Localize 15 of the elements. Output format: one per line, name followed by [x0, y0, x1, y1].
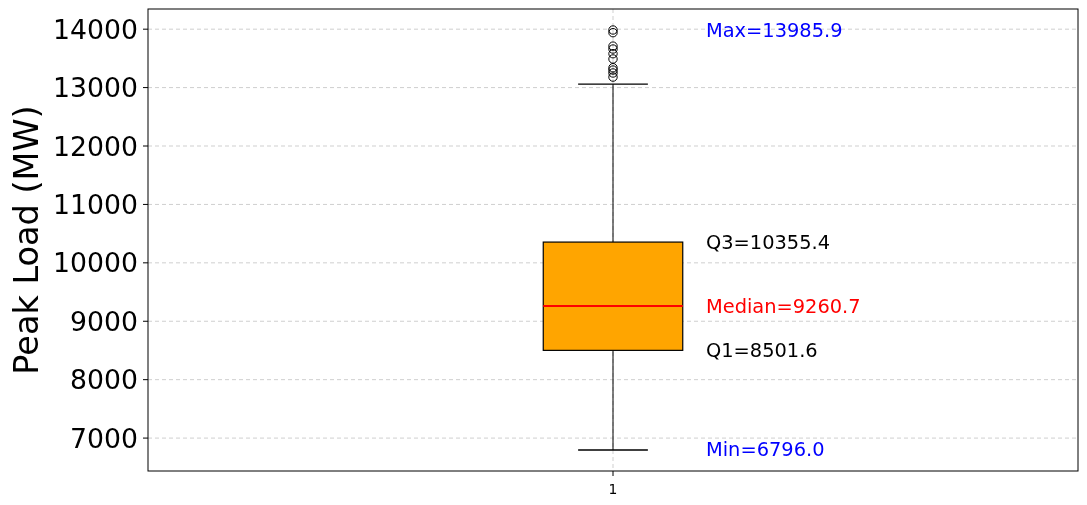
y-tick-label: 11000	[53, 188, 138, 220]
y-tick-label: 13000	[53, 72, 138, 104]
annotation: Max=13985.9	[706, 18, 843, 42]
y-tick-label: 12000	[53, 130, 138, 162]
y-tick-label: 7000	[70, 422, 138, 454]
annotation: Median=9260.7	[706, 294, 861, 318]
y-tick-label: 9000	[70, 305, 138, 337]
y-tick-label: 14000	[53, 13, 138, 45]
y-axis-title: Peak Load (MW)	[6, 105, 46, 375]
y-tick-label: 8000	[70, 364, 138, 396]
annotation: Q1=8501.6	[706, 338, 818, 362]
y-tick-label: 10000	[53, 247, 138, 279]
annotation: Min=6796.0	[706, 438, 825, 462]
x-tick-label: 1	[608, 481, 618, 497]
annotation: Q3=10355.4	[706, 230, 831, 254]
